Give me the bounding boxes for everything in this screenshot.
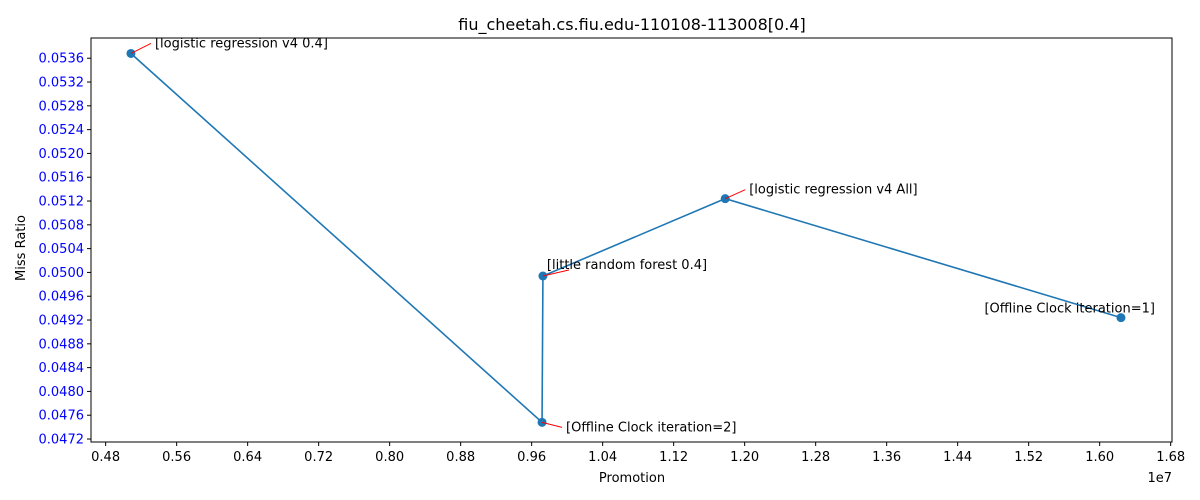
x-tick-label: 0.88	[446, 450, 475, 465]
y-tick-label: 0.0528	[39, 99, 85, 114]
annotation-label: [Offline Clock iteration=1]	[984, 302, 1154, 317]
x-tick-label: 0.96	[517, 450, 546, 465]
x-tick-label: 0.64	[233, 450, 262, 465]
annotation-label: [logistic regression v4 0.4]	[155, 36, 328, 51]
annotation-arrow	[542, 269, 570, 277]
x-tick-label: 1.44	[943, 450, 972, 465]
x-tick-label: 1.52	[1014, 450, 1043, 465]
data-point	[1116, 313, 1126, 323]
y-tick-label: 0.0500	[39, 266, 85, 281]
series-layer	[126, 48, 1126, 427]
y-tick-label: 0.0472	[39, 433, 85, 448]
y-tick-label: 0.0488	[39, 337, 85, 352]
x-tick-label: 0.48	[91, 450, 120, 465]
x-axis: 0.48 0.56 0.64 0.72 0.80 0.88 0.96 1.04 1.12 1.20…	[91, 442, 1185, 465]
y-axis-title: Miss Ratio	[14, 215, 29, 281]
x-tick-label: 1.68	[1156, 450, 1185, 465]
y-tick-label: 0.0532	[39, 76, 85, 91]
x-tick-label: 1.04	[588, 450, 617, 465]
y-tick-label: 0.0524	[39, 123, 85, 138]
y-tick-label: 0.0484	[39, 361, 85, 376]
annotation-label: [little random forest 0.4]	[547, 258, 707, 273]
annotation-layer: [logistic regression v4 0.4] [Offline Clo…	[130, 36, 1155, 435]
y-tick-label: 0.0508	[39, 218, 85, 233]
x-axis-offset-label: 1e7	[1147, 471, 1172, 486]
y-tick-label: 0.0504	[39, 242, 85, 257]
x-tick-label: 1.36	[872, 450, 901, 465]
y-tick-label: 0.0476	[39, 409, 85, 424]
y-tick-label: 0.0512	[39, 195, 85, 210]
x-tick-label: 0.72	[304, 450, 333, 465]
annotation-arrow	[541, 421, 563, 428]
y-tick-label: 0.0516	[39, 171, 85, 186]
annotation-label: [logistic regression v4 All]	[749, 183, 917, 198]
chart-title: fiu_cheetah.cs.fiu.edu-110108-113008[0.4…	[458, 15, 805, 35]
x-axis-title: Promotion	[599, 471, 665, 486]
y-tick-label: 0.0496	[39, 290, 85, 305]
x-tick-label: 0.56	[162, 450, 191, 465]
axes-frame	[90, 37, 1173, 443]
annotation-label: [Offline Clock iteration=2]	[566, 420, 736, 435]
series-line	[130, 52, 1122, 425]
y-tick-label: 0.0492	[39, 314, 85, 329]
annotation-arrow	[130, 43, 152, 54]
plot-area-border	[90, 37, 1173, 443]
x-tick-label: 1.28	[801, 450, 830, 465]
x-tick-label: 1.12	[659, 450, 688, 465]
y-axis: 0.0472 0.0476 0.0480 0.0484 0.0488 0.0492 0.04…	[39, 52, 91, 448]
y-tick-label: 0.0536	[39, 52, 85, 67]
x-tick-label: 0.80	[375, 450, 404, 465]
x-tick-label: 1.60	[1085, 450, 1114, 465]
y-tick-label: 0.0520	[39, 147, 85, 162]
x-tick-label: 1.20	[730, 450, 759, 465]
annotation-arrow	[725, 189, 746, 200]
y-tick-label: 0.0480	[39, 385, 85, 400]
